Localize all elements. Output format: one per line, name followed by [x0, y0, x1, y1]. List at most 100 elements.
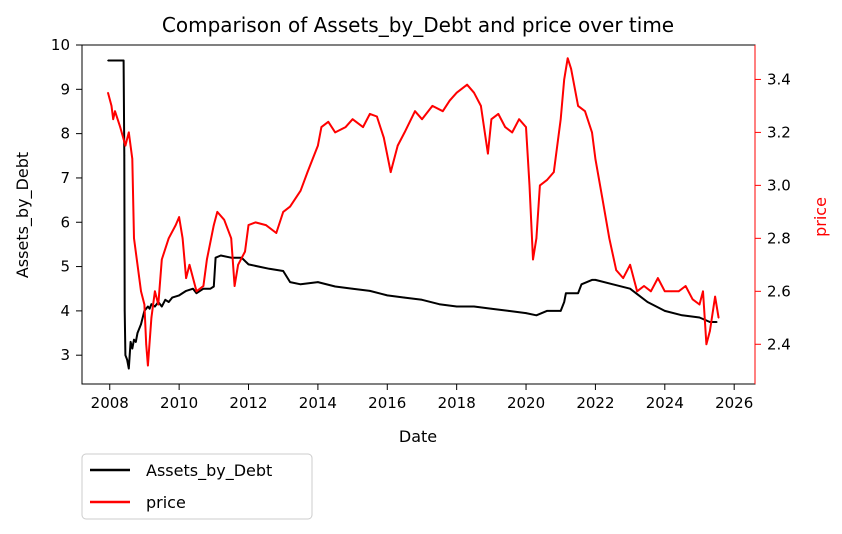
y-left-tick-label-9: 9 — [60, 80, 70, 98]
series-assets-by-debt-point — [646, 301, 649, 303]
series-assets-by-debt-point — [317, 281, 319, 283]
series-assets-by-debt-point — [681, 314, 683, 317]
series-assets-by-debt-point — [563, 301, 565, 303]
series-price-point — [174, 224, 177, 226]
series-price-point — [124, 144, 127, 147]
series-price-point — [591, 131, 593, 134]
y-axis-right-label: price — [811, 197, 830, 237]
series-price-point — [698, 303, 701, 306]
series-price-point — [717, 317, 720, 319]
series-price-point — [403, 131, 406, 134]
series-assets-by-debt-point — [126, 358, 128, 361]
x-tick-label-2020: 2020 — [507, 394, 545, 412]
x-tick-label-2014: 2014 — [299, 394, 337, 412]
x-tick-label-2012: 2012 — [229, 394, 267, 412]
series-assets-by-debt-point — [386, 294, 389, 297]
series-assets-by-debt-point — [282, 270, 285, 272]
series-price-point — [202, 285, 205, 287]
series-price-point — [448, 99, 451, 102]
series-price-point — [518, 118, 520, 120]
series-price-point — [282, 211, 285, 213]
series-price-point — [559, 118, 562, 120]
series-price-point — [528, 184, 531, 187]
legend: Assets_by_Debt price — [81, 453, 313, 520]
series-assets-by-debt-point — [123, 310, 126, 312]
y-right-tick-label-2.4: 2.4 — [767, 335, 791, 353]
series-assets-by-debt-point — [135, 341, 137, 343]
series-price-point — [442, 110, 444, 112]
x-tick-label-2024: 2024 — [646, 394, 684, 412]
series-price-line — [107, 57, 720, 367]
series-price-point — [327, 121, 330, 123]
x-tick-label-2016: 2016 — [368, 394, 406, 412]
series-price-point — [157, 303, 160, 306]
series-price-point — [237, 264, 239, 266]
series-price-point — [306, 171, 309, 173]
y-axis-left: 3 4 5 6 7 8 9 10 — [51, 36, 82, 364]
y-right-tick-label-2.8: 2.8 — [767, 229, 791, 247]
series-price-point — [383, 136, 385, 139]
series-price-point — [714, 295, 716, 298]
series-assets-by-debt-point — [594, 279, 597, 281]
series-assets-by-debt-path — [108, 59, 717, 370]
series-assets-by-debt-point — [164, 299, 167, 301]
x-axis: 2008 2010 2012 2014 2016 2018 2020 2022 2024 2026 — [91, 384, 753, 412]
series-price-point — [188, 264, 191, 266]
series-price-point — [525, 126, 527, 128]
series-price-point — [317, 144, 319, 147]
series-assets-by-debt-point — [171, 296, 173, 299]
series-assets-by-debt-point — [473, 305, 475, 308]
series-assets-by-debt-point — [150, 303, 153, 306]
series-assets-by-debt-point — [565, 292, 567, 295]
series-price-point — [594, 158, 597, 160]
series-assets-by-debt-point — [258, 265, 260, 268]
series-price-point — [143, 303, 146, 306]
series-price-point — [539, 184, 541, 187]
series-assets-by-debt-point — [268, 268, 271, 270]
series-price-point — [320, 126, 323, 128]
series-assets-by-debt-point — [299, 283, 302, 286]
series-assets-by-debt-point — [247, 263, 250, 266]
series-price-point — [128, 131, 130, 134]
series-assets-by-debt-point — [131, 347, 134, 350]
series-assets-by-debt-point — [124, 354, 127, 357]
y-right-tick-label-3.2: 3.2 — [767, 123, 791, 141]
series-assets-by-debt-point — [289, 281, 291, 283]
series-price-point — [705, 343, 708, 346]
series-price-point — [107, 91, 109, 94]
series-price-point — [709, 330, 711, 332]
series-assets-by-debt-point — [403, 296, 406, 299]
series-price-point — [563, 78, 565, 81]
series-price-point — [389, 171, 392, 173]
series-assets-by-debt-point — [147, 305, 149, 308]
series-assets-by-debt-point — [136, 332, 139, 334]
y-right-tick-label-3.4: 3.4 — [767, 70, 791, 88]
series-price-point — [244, 250, 246, 253]
series-assets-by-debt-point — [220, 254, 222, 257]
series-price-point — [299, 189, 302, 192]
chart-title: Comparison of Assets_by_Debt and price o… — [162, 13, 674, 37]
series-price-point — [546, 179, 548, 181]
legend-box — [81, 453, 313, 520]
series-assets-by-debt-point — [559, 310, 562, 312]
series-assets-by-debt-point — [716, 321, 718, 323]
series-price-point — [643, 285, 645, 287]
y-right-tick-label-3.0: 3.0 — [767, 176, 791, 194]
series-price-point — [684, 285, 687, 287]
y-left-tick-label-10: 10 — [51, 36, 70, 54]
x-tick-label-2026: 2026 — [715, 394, 753, 412]
series-price-point — [421, 118, 423, 120]
series-price-point — [431, 105, 434, 107]
series-price-point — [487, 152, 489, 155]
series-price-point — [110, 105, 113, 107]
series-price-point — [490, 118, 493, 120]
series-price-point — [362, 126, 364, 128]
x-tick-label-2010: 2010 — [160, 394, 198, 412]
x-tick-label-2008: 2008 — [91, 394, 129, 412]
series-price-point — [584, 110, 586, 112]
series-assets-by-debt-point — [507, 310, 510, 312]
series-assets-by-debt-point — [192, 287, 194, 290]
series-price-point — [532, 258, 534, 261]
series-assets-by-debt-point — [698, 316, 701, 319]
